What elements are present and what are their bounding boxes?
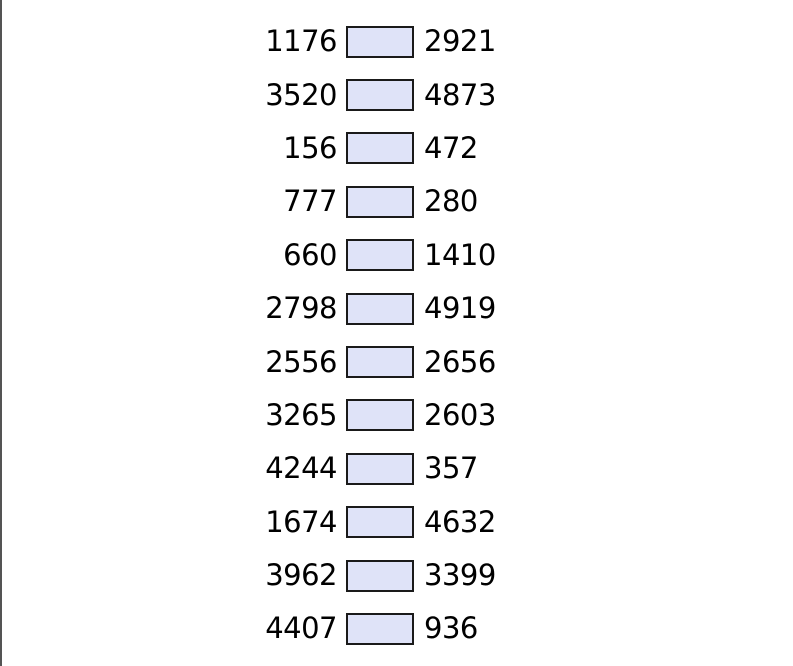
comparison-input[interactable] <box>346 185 414 218</box>
right-number: 357 <box>424 451 478 486</box>
comparison-input[interactable] <box>346 132 414 165</box>
comparison-input[interactable] <box>346 399 414 432</box>
right-number: 280 <box>424 184 478 219</box>
comparison-input[interactable] <box>346 292 414 325</box>
left-number: 660 <box>283 237 337 272</box>
comparison-row: 4244 357 <box>0 442 793 495</box>
comparison-row: 2798 4919 <box>0 282 793 335</box>
left-number: 4244 <box>265 451 337 486</box>
right-number: 2603 <box>424 397 496 432</box>
left-number: 1674 <box>265 504 337 539</box>
right-number: 472 <box>424 130 478 165</box>
left-number: 2798 <box>265 291 337 326</box>
right-number: 2656 <box>424 344 496 379</box>
comparison-list: 1176 2921 3520 4873 156 472 777 280 660 … <box>0 15 793 656</box>
comparison-input[interactable] <box>346 25 414 58</box>
comparison-worksheet: 1176 2921 3520 4873 156 472 777 280 660 … <box>0 15 793 656</box>
comparison-row: 156 472 <box>0 122 793 175</box>
comparison-row: 777 280 <box>0 175 793 228</box>
comparison-input[interactable] <box>346 346 414 379</box>
comparison-input[interactable] <box>346 506 414 539</box>
comparison-row: 2556 2656 <box>0 335 793 388</box>
comparison-input[interactable] <box>346 79 414 112</box>
comparison-row: 3520 4873 <box>0 68 793 121</box>
left-number: 777 <box>283 184 337 219</box>
left-number: 3962 <box>265 558 337 593</box>
left-number: 156 <box>283 130 337 165</box>
right-number: 4919 <box>424 291 496 326</box>
right-number: 1410 <box>424 237 496 272</box>
comparison-row: 3962 3399 <box>0 549 793 602</box>
left-number: 2556 <box>265 344 337 379</box>
comparison-row: 1674 4632 <box>0 496 793 549</box>
comparison-input[interactable] <box>346 239 414 272</box>
right-number: 3399 <box>424 558 496 593</box>
comparison-row: 1176 2921 <box>0 15 793 68</box>
window-left-edge-line <box>0 0 2 666</box>
comparison-input[interactable] <box>346 612 414 645</box>
comparison-row: 660 1410 <box>0 229 793 282</box>
comparison-row: 4407 936 <box>0 602 793 655</box>
comparison-input[interactable] <box>346 452 414 485</box>
right-number: 4873 <box>424 77 496 112</box>
left-number: 1176 <box>265 24 337 59</box>
left-number: 3265 <box>265 397 337 432</box>
comparison-input[interactable] <box>346 559 414 592</box>
right-number: 936 <box>424 611 478 646</box>
left-number: 3520 <box>265 77 337 112</box>
comparison-row: 3265 2603 <box>0 389 793 442</box>
right-number: 4632 <box>424 504 496 539</box>
right-number: 2921 <box>424 24 496 59</box>
left-number: 4407 <box>265 611 337 646</box>
